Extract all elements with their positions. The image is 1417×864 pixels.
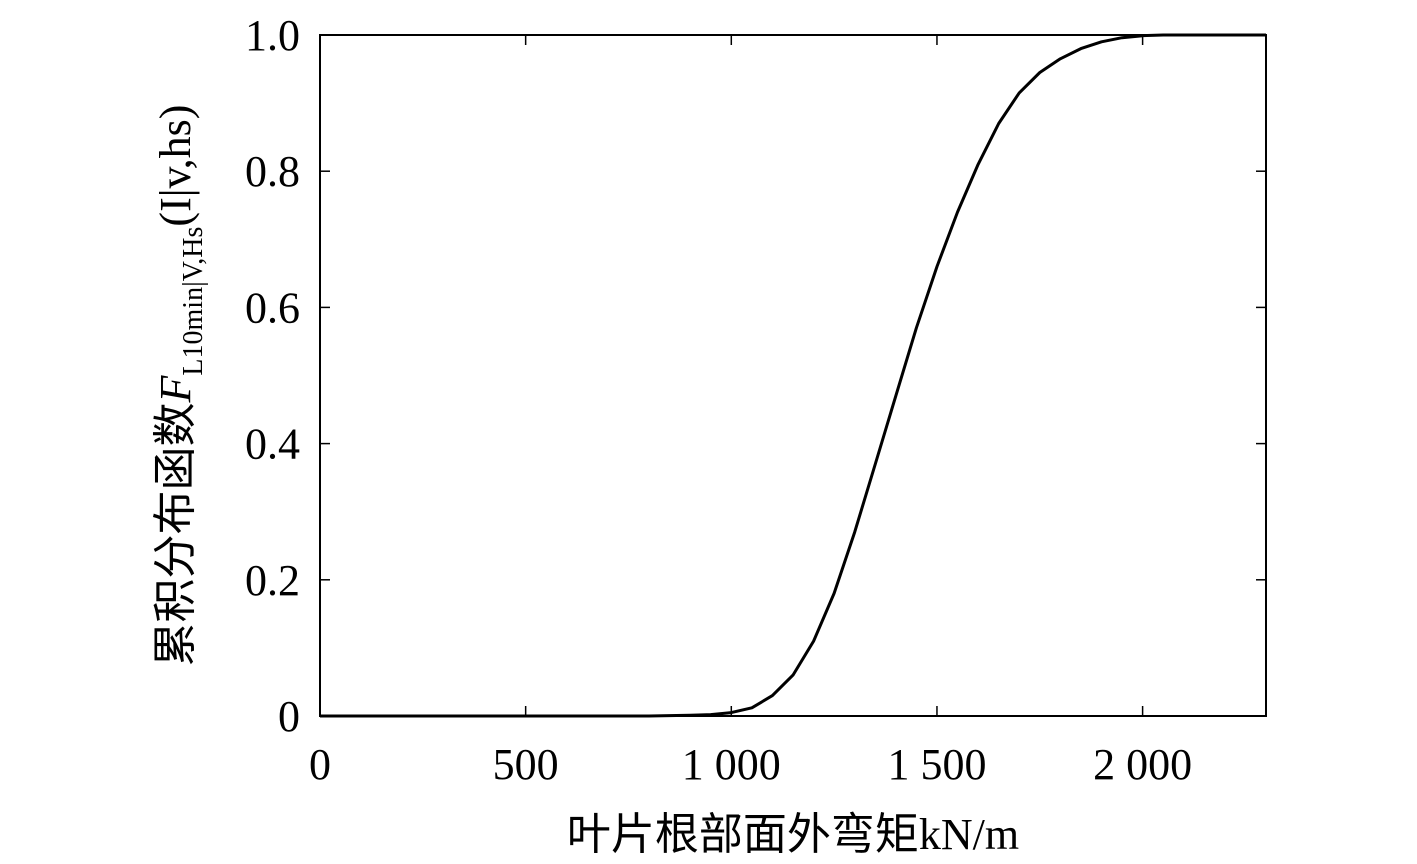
y-axis-title-subscript: L10min|V,Hs bbox=[178, 227, 209, 376]
y-axis-title: 累积分布函数FL10min|V,Hs(I|v,hs) bbox=[151, 105, 209, 667]
x-tick-label: 2 000 bbox=[1093, 740, 1192, 789]
y-tick-label: 0.8 bbox=[245, 147, 300, 196]
y-tick-label: 0.2 bbox=[245, 556, 300, 605]
y-axis-title-symbol: F bbox=[151, 374, 200, 403]
plot-frame bbox=[319, 34, 1267, 717]
plot-area: 0 500 1 000 1 500 2 000 0 0.2 0.4 0.6 0.8 1.0 bbox=[245, 11, 1267, 789]
y-tick-label: 0.4 bbox=[245, 420, 300, 469]
y-tick-label: 0 bbox=[278, 692, 300, 741]
x-tick-label: 1 500 bbox=[887, 740, 986, 789]
x-tick-label: 500 bbox=[493, 740, 559, 789]
y-tick-label: 0.6 bbox=[245, 283, 300, 332]
x-tick-label: 1 000 bbox=[682, 740, 781, 789]
y-axis-title-suffix: (I|v,hs) bbox=[151, 105, 200, 227]
cdf-curve bbox=[320, 33, 1266, 718]
y-axis-title-prefix: 累积分布函数 bbox=[151, 402, 200, 666]
x-tick-label: 0 bbox=[309, 740, 331, 789]
x-axis-title: 叶片根部面外弯矩kN/m bbox=[567, 810, 1019, 859]
y-tick-label: 1.0 bbox=[245, 11, 300, 60]
